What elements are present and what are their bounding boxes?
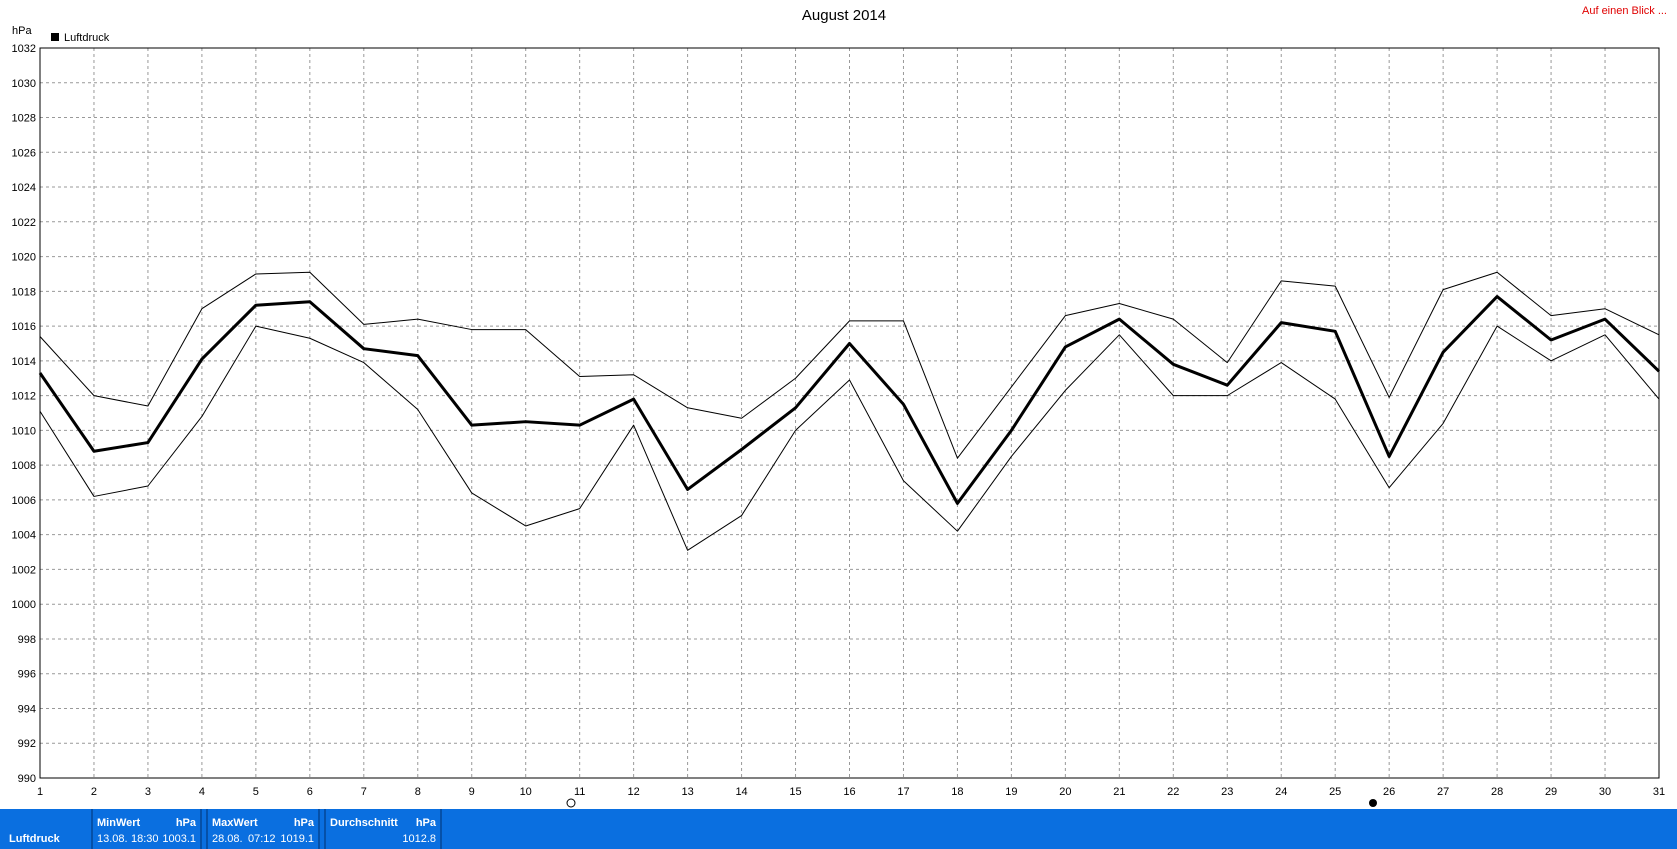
y-tick-label: 1008 bbox=[12, 460, 36, 472]
legend-label: Luftdruck bbox=[64, 32, 110, 44]
avg-unit: hPa bbox=[415, 817, 436, 829]
avg-value: 1012.8 bbox=[402, 833, 436, 845]
x-tick-label: 22 bbox=[1167, 786, 1179, 798]
y-tick-label: 1002 bbox=[12, 564, 36, 576]
y-tick-label: 1026 bbox=[12, 147, 36, 159]
avg-title: Durchschnitt bbox=[330, 817, 398, 829]
moon-icon bbox=[1369, 799, 1377, 807]
min-box: MinWert hPa 13.08. 18:30 1003.1 bbox=[91, 809, 202, 849]
x-tick-label: 18 bbox=[951, 786, 963, 798]
x-tick-label: 13 bbox=[681, 786, 693, 798]
y-tick-label: 1022 bbox=[12, 217, 36, 229]
min-time: 18:30 bbox=[131, 833, 159, 845]
y-tick-label: 1024 bbox=[12, 182, 36, 194]
x-tick-label: 30 bbox=[1599, 786, 1611, 798]
max-value: 1019.1 bbox=[280, 833, 314, 845]
x-tick-label: 27 bbox=[1437, 786, 1449, 798]
x-tick-label: 25 bbox=[1329, 786, 1341, 798]
chart-title: August 2014 bbox=[802, 7, 886, 24]
avg-box: Durchschnitt hPa 1012.8 bbox=[324, 809, 442, 849]
x-tick-label: 26 bbox=[1383, 786, 1395, 798]
y-tick-label: 1028 bbox=[12, 113, 36, 125]
x-tick-label: 3 bbox=[145, 786, 151, 798]
x-tick-label: 5 bbox=[253, 786, 259, 798]
x-tick-label: 19 bbox=[1005, 786, 1017, 798]
x-tick-label: 11 bbox=[574, 786, 585, 798]
y-tick-label: 1006 bbox=[12, 495, 36, 507]
x-tick-label: 21 bbox=[1113, 786, 1125, 798]
line-series bbox=[38, 295, 1661, 505]
y-tick-label: 1030 bbox=[12, 78, 36, 90]
x-tick-label: 16 bbox=[843, 786, 855, 798]
y-tick-label: 1014 bbox=[12, 356, 36, 368]
y-tick-label: 1010 bbox=[12, 425, 36, 437]
y-tick-label: 1032 bbox=[12, 43, 36, 55]
y-tick-label: 1016 bbox=[12, 321, 36, 333]
y-tick-label: 992 bbox=[18, 738, 36, 750]
x-tick-label: 7 bbox=[361, 786, 367, 798]
y-tick-label: 996 bbox=[18, 669, 36, 681]
x-tick-label: 2 bbox=[91, 786, 97, 798]
max-unit: hPa bbox=[293, 817, 314, 829]
y-tick-label: 1018 bbox=[12, 286, 36, 298]
min-date: 13.08. bbox=[97, 833, 128, 845]
legend-swatch bbox=[51, 33, 59, 41]
line-series bbox=[39, 271, 1660, 459]
max-box: MaxWert hPa 28.08. 07:12 1019.1 bbox=[206, 809, 320, 849]
chart: August 2014 hPa Luftdruck 99099299499699… bbox=[12, 7, 1665, 808]
x-tick-label: 12 bbox=[628, 786, 640, 798]
x-tick-label: 23 bbox=[1221, 786, 1233, 798]
x-tick-label: 24 bbox=[1275, 786, 1287, 798]
max-date: 28.08. bbox=[212, 833, 243, 845]
x-tick-label: 10 bbox=[520, 786, 532, 798]
x-tick-label: 15 bbox=[789, 786, 801, 798]
y-tick-label: 1000 bbox=[12, 599, 36, 611]
y-tick-label: 1020 bbox=[12, 252, 36, 264]
max-time: 07:12 bbox=[248, 833, 276, 845]
x-tick-label: 8 bbox=[415, 786, 421, 798]
y-tick-label: 1012 bbox=[12, 391, 36, 403]
x-tick-label: 4 bbox=[199, 786, 205, 798]
x-tick-label: 14 bbox=[735, 786, 747, 798]
plot-frame bbox=[39, 47, 1660, 779]
y-tick-label: 1004 bbox=[12, 530, 36, 542]
max-title: MaxWert bbox=[212, 817, 258, 829]
x-tick-label: 9 bbox=[469, 786, 475, 798]
min-unit: hPa bbox=[175, 817, 196, 829]
y-tick-label: 990 bbox=[18, 773, 36, 785]
y-tick-label: 994 bbox=[18, 703, 36, 715]
y-tick-label: 998 bbox=[18, 634, 36, 646]
x-tick-label: 20 bbox=[1059, 786, 1071, 798]
summary-bar: Luftdruck MinWert hPa 13.08. 18:30 1003.… bbox=[0, 809, 1677, 849]
link[interactable]: Auf einen Blick ... bbox=[1582, 5, 1667, 17]
min-title: MinWert bbox=[97, 817, 141, 829]
x-tick-label: 28 bbox=[1491, 786, 1503, 798]
moon-icon bbox=[566, 798, 576, 808]
summary-label: Luftdruck bbox=[9, 833, 60, 845]
min-value: 1003.1 bbox=[162, 833, 196, 845]
x-tick-label: 29 bbox=[1545, 786, 1557, 798]
x-tick-label: 1 bbox=[37, 786, 43, 798]
y-axis-label: hPa bbox=[12, 25, 32, 37]
x-tick-label: 31 bbox=[1653, 786, 1665, 798]
x-tick-label: 6 bbox=[307, 786, 313, 798]
x-tick-label: 17 bbox=[897, 786, 909, 798]
line-series bbox=[39, 325, 1660, 551]
